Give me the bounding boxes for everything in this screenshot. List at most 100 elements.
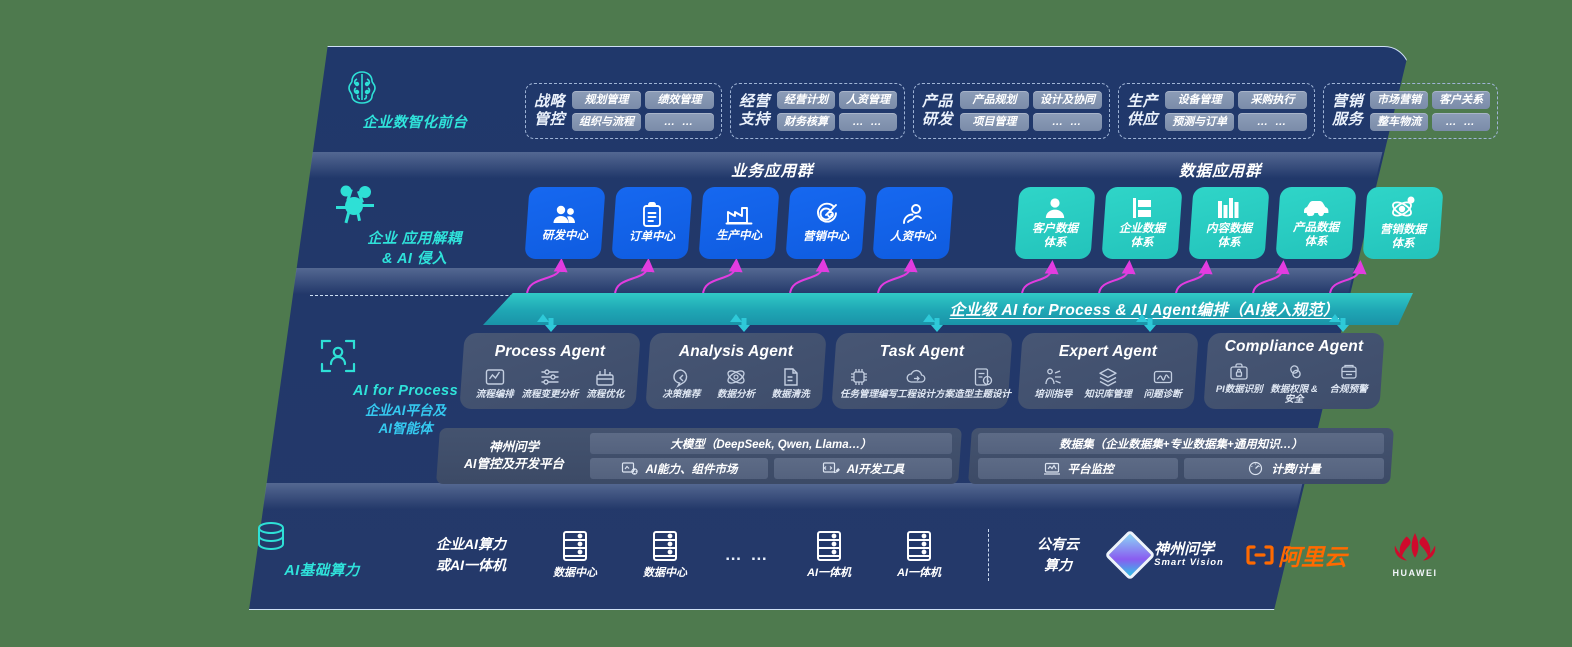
card-label: 内容数据 体系 <box>1206 222 1252 249</box>
huawei-logo[interactable]: HUAWEI <box>1360 532 1470 578</box>
ai-platform-right[interactable]: 数据集（企业数据集+专业数据集+通用知识…） 平台监控 计费/计量 <box>968 428 1394 484</box>
agent-function[interactable]: 编写工程设计方案 <box>878 366 954 400</box>
platform-monitor-cell[interactable]: 平台监控 <box>978 458 1178 479</box>
infrastructure-row: 企业AI算力 或AI一体机 数据中心 数据中心 … … AI一体机 AI一体机 … <box>412 522 1470 588</box>
server-icon <box>904 529 934 563</box>
task-grid-icon <box>848 366 870 388</box>
platform-dataset-cell[interactable]: 数据集（企业数据集+专业数据集+通用知识…） <box>978 433 1384 454</box>
agent-function[interactable]: 流程变更分析 <box>522 366 579 400</box>
agent-function[interactable]: 合规预警 <box>1321 361 1376 395</box>
card-hr-center[interactable]: 人资中心 <box>872 187 954 259</box>
rail-label-2b: & AI 侵入 <box>382 250 447 267</box>
ai-platform-left[interactable]: 神州问学 AI管控及开发平台 大模型（DeepSeek, Qwen, Llama… <box>436 428 962 484</box>
infra-node[interactable]: AI一体机 <box>874 529 964 581</box>
card-content-data[interactable]: 内容数据 体系 <box>1188 187 1270 259</box>
aliyun-mark-icon <box>1245 544 1275 566</box>
platform-market-cell[interactable]: AI能力、组件市场 <box>590 458 768 479</box>
agent-function[interactable]: 流程编排 <box>468 366 522 400</box>
chip[interactable]: … … <box>1238 113 1308 131</box>
infra-node[interactable]: AI一体机 <box>784 529 874 581</box>
infra-node[interactable]: 数据中心 <box>530 529 620 581</box>
chip[interactable]: 项目管理 <box>960 113 1030 131</box>
agent-function[interactable]: 造型主题设计 <box>954 366 1011 400</box>
chip[interactable]: 采购执行 <box>1238 91 1308 109</box>
devtool-icon <box>822 461 840 476</box>
chip[interactable]: 规划管理 <box>572 91 642 109</box>
platform-billing-cell[interactable]: 计费/计量 <box>1184 458 1384 479</box>
chip[interactable]: 经营计划 <box>777 91 836 109</box>
chip[interactable]: 市场营销 <box>1370 91 1429 109</box>
card-order-center[interactable]: 订单中心 <box>611 187 693 259</box>
chip[interactable]: 设备管理 <box>1165 91 1235 109</box>
agent-function[interactable]: 问题诊断 <box>1135 366 1190 400</box>
infra-ellipsis: … … <box>710 545 784 565</box>
group-rnd[interactable]: 产品 研发 产品规划 设计及协同 项目管理 … … <box>913 83 1111 139</box>
chip[interactable]: … … <box>839 113 898 131</box>
agent-compliance[interactable]: Compliance Agent PI数据识别 数据权限 & 安全 合规预警 <box>1203 333 1385 409</box>
agent-function[interactable]: 决策推荐 <box>654 366 709 400</box>
car-icon <box>1301 197 1331 219</box>
chip[interactable]: … … <box>645 113 715 131</box>
platform-devtool-cell[interactable]: AI开发工具 <box>774 458 952 479</box>
card-production-center[interactable]: 生产中心 <box>698 187 780 259</box>
huawei-mark-icon <box>1392 532 1438 564</box>
chip[interactable]: 客户关系 <box>1432 91 1491 109</box>
agent-function[interactable]: 数据权限 & 安全 <box>1267 361 1322 406</box>
agent-function[interactable]: 数据清洗 <box>763 366 818 400</box>
chip[interactable]: … … <box>1033 113 1103 131</box>
training-icon <box>1042 366 1064 388</box>
agent-function[interactable]: 知识库管理 <box>1081 366 1136 400</box>
rail-app-decoupling: 企业 应用解耦 & AI 侵入 <box>332 182 497 269</box>
chip[interactable]: … … <box>1432 113 1491 131</box>
molecule-icon <box>332 182 497 224</box>
infra-node[interactable]: 数据中心 <box>620 529 710 581</box>
building-icon <box>1130 196 1154 220</box>
alert-doc-icon <box>1338 361 1360 383</box>
market-icon <box>621 461 639 476</box>
chip[interactable]: 财务核算 <box>777 113 836 131</box>
agent-process[interactable]: Process Agent 流程编排 流程变更分析 流程优化 <box>459 333 641 409</box>
agent-analysis[interactable]: Analysis Agent 决策推荐 数据分析 数据清洗 <box>645 333 827 409</box>
card-rnd-center[interactable]: 研发中心 <box>524 187 606 259</box>
card-product-data[interactable]: 产品数据 体系 <box>1275 187 1357 259</box>
agent-function[interactable]: 培训指导 <box>1026 366 1081 400</box>
card-customer-data[interactable]: 客户数据 体系 <box>1014 187 1096 259</box>
chip[interactable]: 绩效管理 <box>645 91 715 109</box>
card-enterprise-data[interactable]: 企业数据 体系 <box>1101 187 1183 259</box>
chip[interactable]: 整车物流 <box>1370 113 1429 131</box>
diagnose-icon <box>1152 366 1174 388</box>
chip[interactable]: 人资管理 <box>839 91 898 109</box>
person-chart-icon <box>900 202 926 228</box>
agent-task[interactable]: Task Agent 任务管理 编写工程设计方案 造型主题设计 <box>831 333 1013 409</box>
platform-models-cell[interactable]: 大模型（DeepSeek, Qwen, Llama…） <box>590 433 952 454</box>
agent-function[interactable]: 数据分析 <box>709 366 764 400</box>
flow-chart-icon <box>484 366 506 388</box>
agent-function[interactable]: 任务管理 <box>840 366 878 400</box>
platform-name: 神州问学 AI管控及开发平台 <box>463 440 564 471</box>
aliyun-logo[interactable]: 阿里云 <box>1232 538 1360 572</box>
agent-function[interactable]: 流程优化 <box>579 366 633 400</box>
group-marketing[interactable]: 营销 服务 市场营销 客户关系 整车物流 … … <box>1323 83 1499 139</box>
chip[interactable]: 预测与订单 <box>1165 113 1235 131</box>
group-strategy[interactable]: 战略 管控 规划管理 绩效管理 组织与流程 … … <box>525 83 723 139</box>
shenzhou-wenxue-logo[interactable]: 神州问学 Smart Vision <box>1104 529 1232 581</box>
card-label: 人资中心 <box>890 230 936 243</box>
ai-orchestration-band[interactable]: 企业级 AI for Process & AI Agent编排（AI接入规范） <box>483 293 1413 325</box>
atom-icon <box>1390 195 1416 221</box>
agent-function[interactable]: PI数据识别 <box>1212 361 1267 395</box>
rail-label-2a: 企业 应用解耦 <box>367 231 462 247</box>
shelf-3 <box>248 483 1408 509</box>
group-marketing-name: 营销 服务 <box>1332 93 1364 128</box>
agent-expert[interactable]: Expert Agent 培训指导 知识库管理 问题诊断 <box>1017 333 1199 409</box>
chip[interactable]: 设计及协同 <box>1033 91 1103 109</box>
server-icon <box>650 529 680 563</box>
card-marketing-center[interactable]: 营销中心 <box>785 187 867 259</box>
card-label: 研发中心 <box>542 229 588 242</box>
group-production[interactable]: 生产 供应 设备管理 采购执行 预测与订单 … … <box>1118 83 1316 139</box>
chip[interactable]: 组织与流程 <box>572 113 642 131</box>
card-label: 营销中心 <box>803 230 849 243</box>
chip[interactable]: 产品规划 <box>960 91 1030 109</box>
group-operations[interactable]: 经营 支持 经营计划 人资管理 财务核算 … … <box>730 83 906 139</box>
card-marketing-data[interactable]: 营销数据 体系 <box>1362 187 1444 259</box>
